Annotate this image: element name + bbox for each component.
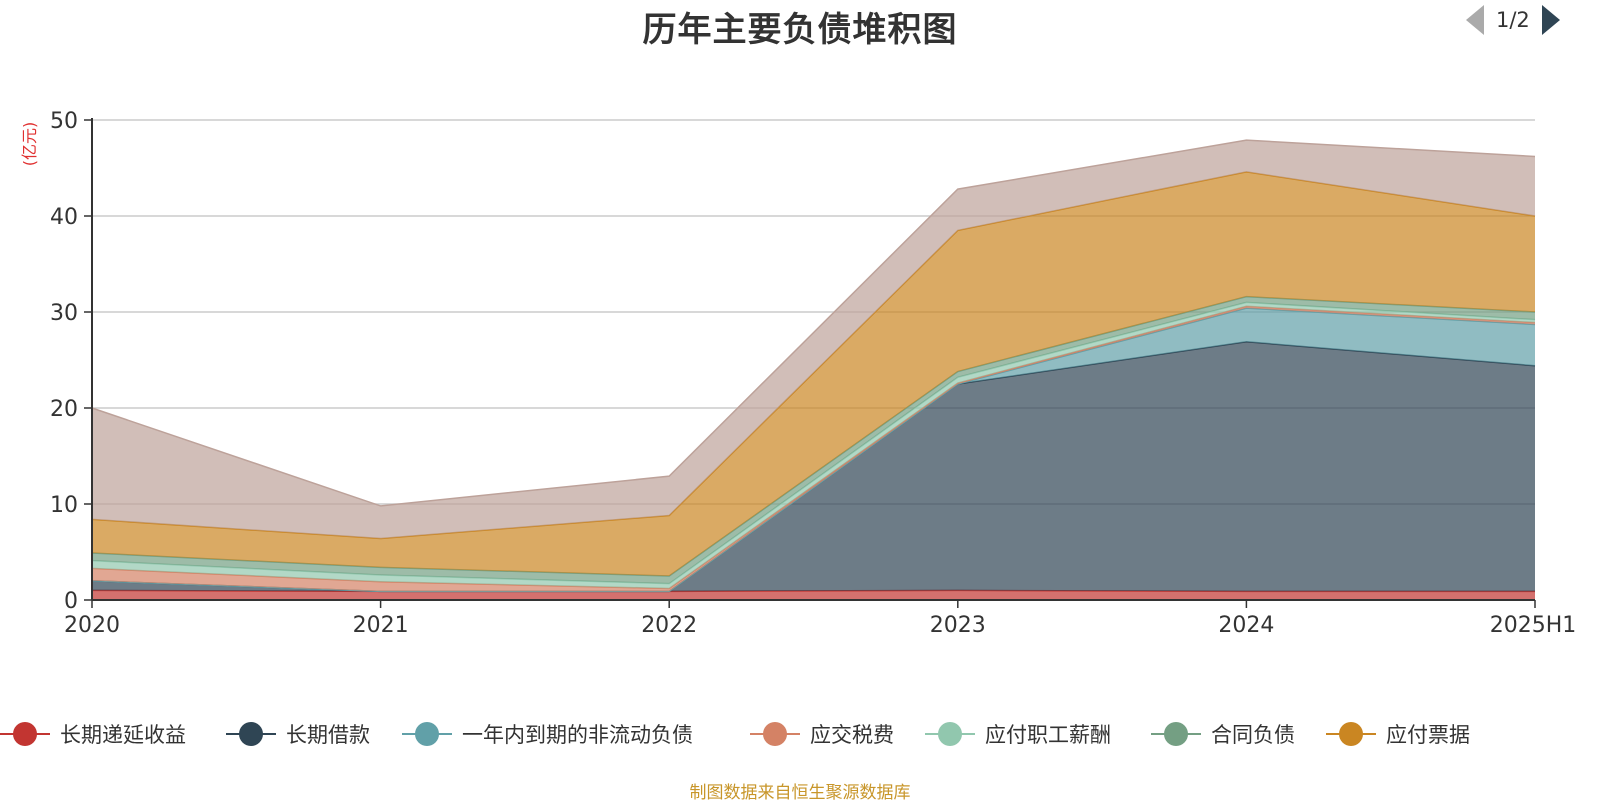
legend-marker-icon	[226, 719, 276, 749]
legend-next-page-icon[interactable]	[1541, 5, 1560, 35]
legend-item[interactable]: 长期递延收益	[0, 714, 186, 754]
chart-title: 历年主要负债堆积图	[642, 10, 958, 50]
y-tick-label: 20	[50, 397, 78, 422]
x-tick-label: 2022	[641, 613, 697, 638]
area-edge-5	[91, 295, 1536, 577]
area-edge-4	[91, 301, 1536, 585]
x-tick-label: 2021	[353, 613, 409, 638]
legend-label: 长期借款	[286, 723, 370, 747]
area-series-0	[92, 590, 1535, 600]
y-tick-label: 0	[64, 589, 78, 614]
legend-marker-icon	[750, 719, 800, 749]
legend-label: 合同负债	[1211, 723, 1295, 747]
y-tick-label: 10	[50, 493, 78, 518]
legend-label: 长期递延收益	[60, 723, 186, 747]
x-tick-label: 2020	[64, 613, 120, 638]
legend-label: 应付职工薪酬	[985, 723, 1111, 747]
area-series-1	[92, 341, 1535, 592]
legend-marker-icon	[1151, 719, 1201, 749]
legend-marker-icon	[402, 719, 452, 749]
legend-pager: 1/2	[1466, 0, 1560, 40]
legend-item[interactable]: 应付票据	[1326, 714, 1470, 754]
legend-item[interactable]: 一年内到期的非流动负债	[402, 714, 693, 754]
legend-item[interactable]: 合同负债	[1151, 714, 1295, 754]
legend-item[interactable]: 长期借款	[226, 714, 370, 754]
area-edge-3	[91, 305, 1536, 590]
legend-item[interactable]: 应付职工薪酬	[925, 714, 1111, 754]
x-tick-label: 2024	[1218, 613, 1274, 638]
legend-label: 应付票据	[1386, 723, 1470, 747]
y-tick-label: 30	[50, 301, 78, 326]
chart-plot: 0 10 20 30 40 50 2020 2021 2022 2023 2024 2025H1	[50, 109, 1576, 638]
area-edge-7	[91, 139, 1536, 507]
area-series-2	[92, 308, 1535, 592]
legend-label: 应交税费	[810, 723, 894, 747]
legend-prev-page-icon[interactable]	[1466, 5, 1484, 35]
y-tick-label: 40	[50, 205, 78, 230]
area-series-7	[92, 140, 1535, 539]
x-tick-label: 2023	[930, 613, 986, 638]
stacked-areas	[91, 139, 1536, 600]
source-note: 制图数据来自恒生聚源数据库	[689, 783, 911, 803]
legend-label: 一年内到期的非流动负债	[462, 723, 693, 747]
legend-page-indicator: 1/2	[1496, 8, 1530, 32]
y-tick-label: 50	[50, 109, 78, 134]
x-tick-label: 2025H1	[1490, 613, 1577, 638]
legend-marker-icon	[0, 719, 50, 749]
legend-marker-icon	[1326, 719, 1376, 749]
legend: 长期递延收益 长期借款 一年内到期的非流动负债 应交税费 应付职工薪酬 合同负债 应付票据	[0, 714, 1600, 754]
legend-item[interactable]: 应交税费	[750, 714, 894, 754]
legend-marker-icon	[925, 719, 975, 749]
axes: 0 10 20 30 40 50 2020 2021 2022 2023 2024 2025H1	[50, 109, 1576, 638]
